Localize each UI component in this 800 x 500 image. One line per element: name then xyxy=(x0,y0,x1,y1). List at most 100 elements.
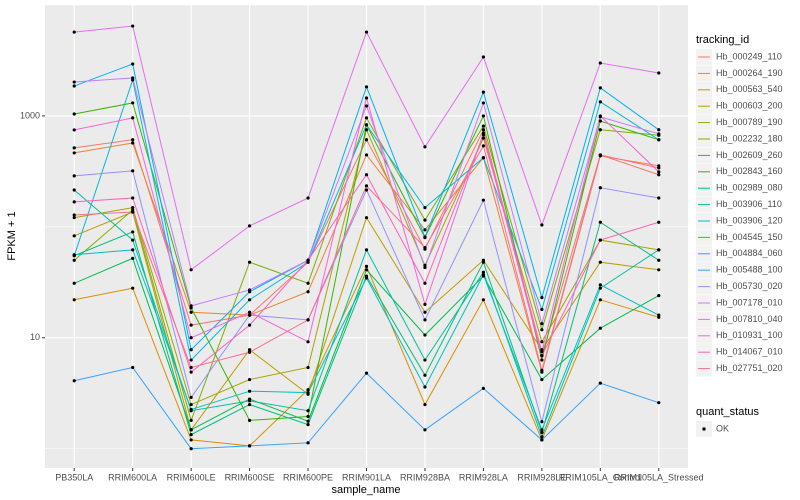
shape-legend-title: quant_status xyxy=(696,406,759,418)
data-point xyxy=(131,256,135,260)
data-point xyxy=(131,196,135,200)
data-point xyxy=(189,407,193,412)
data-point xyxy=(131,24,135,28)
data-point xyxy=(540,354,544,358)
x-tick-label: RRIM105LA_Stressed xyxy=(614,472,704,482)
data-point xyxy=(364,128,369,132)
data-point xyxy=(364,138,369,142)
data-point xyxy=(423,385,427,389)
data-point xyxy=(306,340,310,344)
data-point xyxy=(423,228,427,232)
data-point xyxy=(364,123,369,127)
data-point xyxy=(364,116,369,120)
legend-label: Hb_002609_260 xyxy=(716,150,783,160)
data-point xyxy=(657,401,661,405)
legend-label: Hb_007810_040 xyxy=(716,314,783,324)
data-point xyxy=(481,114,486,118)
data-point xyxy=(189,402,193,407)
data-point xyxy=(481,101,486,105)
data-point xyxy=(540,358,544,362)
data-point xyxy=(598,86,602,90)
data-point xyxy=(540,368,544,372)
legend-title: tracking_id xyxy=(696,34,749,46)
data-point xyxy=(131,76,135,80)
data-point xyxy=(306,419,310,423)
data-point xyxy=(364,268,369,272)
data-point xyxy=(598,114,602,118)
data-point xyxy=(131,116,135,120)
data-point xyxy=(72,188,76,192)
legend-label: Hb_004884_060 xyxy=(716,248,783,258)
data-point xyxy=(247,288,252,292)
data-point xyxy=(598,326,602,330)
data-point xyxy=(306,318,310,322)
legend-label: Hb_002232_180 xyxy=(716,133,783,143)
legend-label: Hb_005488_100 xyxy=(716,265,783,275)
data-point xyxy=(72,213,76,217)
data-point xyxy=(72,30,76,34)
legend-label: Hb_002989_080 xyxy=(716,183,783,193)
data-point xyxy=(657,170,661,174)
data-point xyxy=(423,402,427,407)
data-point xyxy=(306,391,310,395)
x-tick-label: RRIM928BA xyxy=(400,472,450,482)
x-tick-label: RRIM600SE xyxy=(225,472,275,482)
data-point xyxy=(189,433,193,437)
x-tick-label: RRIM928LA xyxy=(459,472,508,482)
data-point xyxy=(540,296,544,300)
data-point xyxy=(306,422,310,427)
data-point xyxy=(364,371,369,375)
x-tick-label: RRIM928LE xyxy=(517,472,566,482)
data-point xyxy=(131,138,135,142)
x-tick-label: PB350LA xyxy=(55,472,93,482)
data-point xyxy=(423,246,427,250)
data-point xyxy=(540,377,544,382)
data-point xyxy=(131,238,135,242)
data-point xyxy=(481,298,486,302)
data-point xyxy=(247,377,252,382)
data-point xyxy=(481,55,486,59)
data-point xyxy=(247,444,252,448)
data-point xyxy=(72,174,76,178)
data-point xyxy=(540,328,544,332)
legend-label: Hb_003906_110 xyxy=(716,199,782,209)
data-point xyxy=(598,260,602,264)
data-point xyxy=(189,370,193,374)
data-point xyxy=(657,128,661,132)
data-point xyxy=(598,100,602,104)
data-point xyxy=(306,290,310,294)
data-point xyxy=(364,153,369,157)
data-point xyxy=(364,188,369,192)
legend-label: Hb_000264_190 xyxy=(716,68,783,78)
data-point xyxy=(423,333,427,337)
data-point xyxy=(247,350,252,354)
data-point xyxy=(598,298,602,302)
x-tick-label: RRIM901LA xyxy=(342,472,391,482)
data-point xyxy=(481,124,486,128)
legend-label: OK xyxy=(716,423,729,433)
data-point xyxy=(481,156,486,160)
data-point xyxy=(189,336,193,340)
data-point xyxy=(481,198,486,202)
data-point xyxy=(598,283,602,287)
data-point xyxy=(657,248,661,252)
data-point xyxy=(423,265,427,270)
data-point xyxy=(540,420,544,424)
data-point xyxy=(598,128,602,132)
data-point xyxy=(540,428,544,432)
data-point xyxy=(364,264,369,269)
data-point xyxy=(247,224,252,228)
data-point xyxy=(247,418,252,422)
data-point xyxy=(247,310,252,314)
data-point xyxy=(364,276,369,280)
data-point xyxy=(72,128,76,132)
data-point xyxy=(540,438,544,442)
data-point xyxy=(72,112,76,116)
x-tick-label: RRIM600LE xyxy=(167,472,216,482)
data-point xyxy=(657,196,661,200)
data-point xyxy=(423,281,427,285)
y-tick-label: 1000 xyxy=(20,110,40,120)
legend-label: Hb_002843_160 xyxy=(716,166,783,176)
